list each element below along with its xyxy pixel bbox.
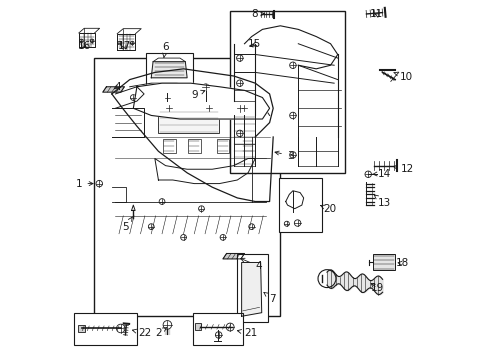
Bar xyxy=(195,323,201,330)
Text: 12: 12 xyxy=(392,164,413,174)
Text: 21: 21 xyxy=(237,328,257,338)
Polygon shape xyxy=(223,253,244,259)
Text: 20: 20 xyxy=(320,204,336,215)
Bar xyxy=(192,314,242,345)
Text: 5: 5 xyxy=(122,217,132,232)
Text: 8: 8 xyxy=(250,9,264,19)
Text: 11: 11 xyxy=(368,9,382,19)
Text: 4: 4 xyxy=(240,258,262,271)
Bar xyxy=(78,325,84,332)
Text: 4: 4 xyxy=(114,82,121,92)
Bar xyxy=(236,253,267,321)
Bar xyxy=(230,12,344,173)
Text: 13: 13 xyxy=(373,195,390,208)
Text: 10: 10 xyxy=(393,72,412,82)
Bar xyxy=(278,178,321,232)
Bar xyxy=(187,139,201,153)
Text: 16: 16 xyxy=(78,41,91,51)
Text: 17: 17 xyxy=(118,41,131,51)
Bar xyxy=(158,108,219,134)
Bar xyxy=(372,254,394,270)
Text: 6: 6 xyxy=(162,42,168,57)
Text: 1: 1 xyxy=(76,179,93,189)
Text: 2: 2 xyxy=(155,327,167,338)
Text: 7: 7 xyxy=(264,292,276,304)
Polygon shape xyxy=(241,262,261,316)
Text: 9: 9 xyxy=(191,90,204,100)
Bar xyxy=(94,58,280,316)
Bar xyxy=(145,53,192,108)
Bar xyxy=(241,139,254,153)
Polygon shape xyxy=(102,87,124,92)
Text: 22: 22 xyxy=(132,328,152,338)
Bar xyxy=(163,139,175,153)
Bar xyxy=(74,314,137,345)
Text: 3: 3 xyxy=(274,150,293,161)
Polygon shape xyxy=(133,83,269,119)
Text: 14: 14 xyxy=(371,168,390,179)
Text: 15: 15 xyxy=(247,40,260,49)
Text: 19: 19 xyxy=(370,283,383,293)
Text: 18: 18 xyxy=(395,258,408,268)
Bar xyxy=(216,139,229,153)
Polygon shape xyxy=(151,62,187,78)
